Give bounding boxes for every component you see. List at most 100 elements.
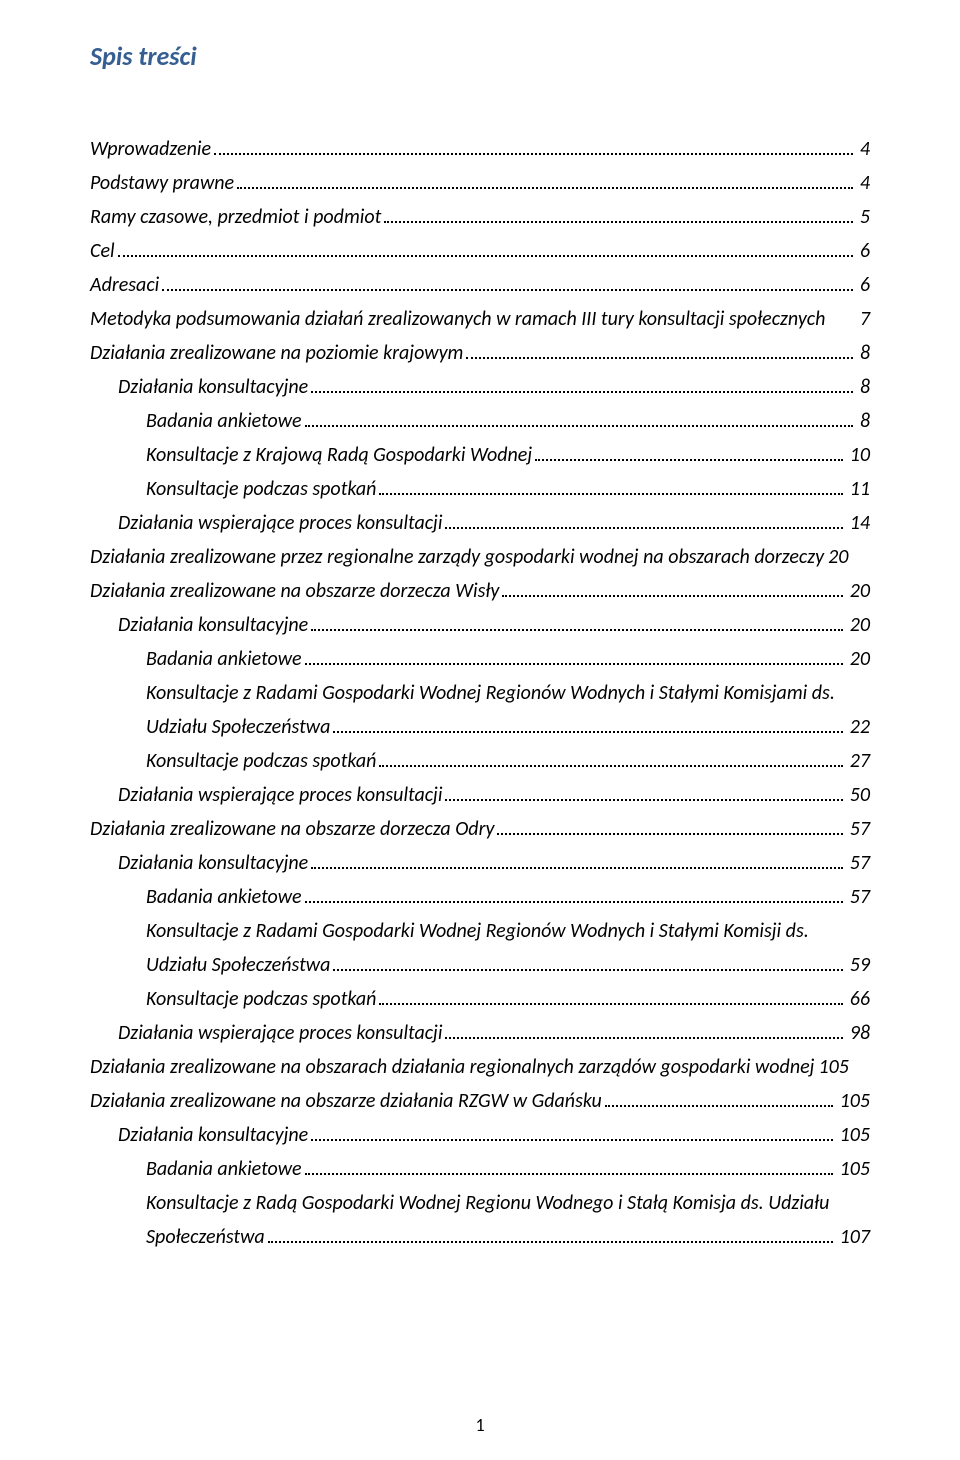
- toc-leader: [535, 441, 843, 461]
- toc-entry[interactable]: Badania ankietowe 20: [146, 642, 870, 676]
- toc-entry[interactable]: Cel 6: [90, 234, 870, 268]
- toc-entry[interactable]: Wprowadzenie 4: [90, 132, 870, 166]
- toc-page: 59: [846, 948, 870, 982]
- toc-page: 105: [814, 1050, 848, 1084]
- toc-entry[interactable]: Podstawy prawne 4: [90, 166, 870, 200]
- toc-page: 20: [824, 540, 848, 574]
- toc-entry[interactable]: Konsultacje podczas spotkań 27: [146, 744, 870, 778]
- toc-page: 20: [846, 642, 870, 676]
- toc-label: Konsultacje podczas spotkań: [146, 472, 376, 506]
- toc-label: Wprowadzenie: [90, 132, 211, 166]
- toc-leader: [311, 849, 843, 869]
- toc-entry[interactable]: Badania ankietowe 105: [146, 1152, 870, 1186]
- toc-page: 57: [846, 812, 870, 846]
- toc-entry[interactable]: Konsultacje z Radami Gospodarki Wodnej R…: [146, 914, 870, 982]
- toc-page: 27: [846, 744, 870, 778]
- toc-label: Konsultacje z Krajową Radą Gospodarki Wo…: [146, 438, 532, 472]
- toc-entry[interactable]: Konsultacje z Krajową Radą Gospodarki Wo…: [146, 438, 870, 472]
- toc-page: 4: [856, 132, 870, 166]
- toc-leader: [466, 339, 853, 359]
- toc-page: 20: [846, 574, 870, 608]
- toc-page: 7: [856, 302, 870, 336]
- toc-label: Konsultacje z Radą Gospodarki Wodnej Reg…: [146, 1186, 870, 1220]
- toc-entry[interactable]: Działania zrealizowane na poziomie krajo…: [90, 336, 870, 370]
- toc-page: 107: [836, 1220, 870, 1254]
- toc-page: 50: [846, 778, 870, 812]
- toc-label: Badania ankietowe: [146, 880, 302, 914]
- toc-entry[interactable]: Działania konsultacyjne 20: [118, 608, 870, 642]
- toc-entry[interactable]: Działania zrealizowane na obszarze dorze…: [90, 812, 870, 846]
- toc-label: Działania zrealizowane na obszarach dzia…: [90, 1050, 814, 1084]
- toc-leader: [497, 815, 842, 835]
- toc-page: 8: [856, 336, 870, 370]
- toc-entry[interactable]: Działania konsultacyjne 57: [118, 846, 870, 880]
- toc-page: 57: [846, 846, 870, 880]
- toc-leader: [502, 577, 842, 597]
- toc-label: Cel: [90, 234, 115, 268]
- toc-label: Działania zrealizowane na poziomie krajo…: [90, 336, 463, 370]
- toc-label: Działania konsultacyjne: [118, 370, 308, 404]
- toc-leader: [311, 1121, 832, 1141]
- toc-leader: [311, 373, 853, 393]
- toc-page: 105: [836, 1152, 870, 1186]
- toc-entry[interactable]: Konsultacje podczas spotkań 11: [146, 472, 870, 506]
- toc-entry[interactable]: Adresaci 6: [90, 268, 870, 302]
- toc-entry[interactable]: Konsultacje z Radą Gospodarki Wodnej Reg…: [146, 1186, 870, 1254]
- toc-label: Działania zrealizowane na obszarze dorze…: [90, 574, 499, 608]
- toc-leader: [379, 475, 842, 495]
- toc-leader: [311, 611, 843, 631]
- toc-entry[interactable]: Działania konsultacyjne 105: [118, 1118, 870, 1152]
- document-page: Spis treści Wprowadzenie 4 Podstawy praw…: [0, 0, 960, 1460]
- toc-page: 105: [836, 1084, 870, 1118]
- toc-leader: [445, 509, 842, 529]
- toc-entry[interactable]: Działania zrealizowane przez regionalne …: [90, 540, 870, 574]
- toc-leader: [162, 271, 853, 291]
- toc-page: 8: [856, 404, 870, 438]
- toc-page: 20: [846, 608, 870, 642]
- toc-label: Podstawy prawne: [90, 166, 234, 200]
- toc-entry[interactable]: Działania wspierające proces konsultacji…: [118, 506, 870, 540]
- toc-label: Badania ankietowe: [146, 1152, 302, 1186]
- toc-entry[interactable]: Działania zrealizowane na obszarze dział…: [90, 1084, 870, 1118]
- toc-label: Działania konsultacyjne: [118, 608, 308, 642]
- toc-label: Metodyka podsumowania działań zrealizowa…: [90, 302, 825, 336]
- toc-label: Ramy czasowe, przedmiot i podmiot: [90, 200, 381, 234]
- toc-leader: [445, 1019, 842, 1039]
- toc-entry[interactable]: Ramy czasowe, przedmiot i podmiot 5: [90, 200, 870, 234]
- toc-entry[interactable]: Badania ankietowe 57: [146, 880, 870, 914]
- toc-entry[interactable]: Konsultacje podczas spotkań 66: [146, 982, 870, 1016]
- toc-page: 5: [856, 200, 870, 234]
- toc-leader: [118, 237, 853, 257]
- toc-leader: [214, 135, 853, 155]
- toc-label-cont: Udziału Społeczeństwa: [146, 710, 330, 744]
- toc-entry[interactable]: Działania konsultacyjne 8: [118, 370, 870, 404]
- toc-label: Badania ankietowe: [146, 642, 302, 676]
- toc-label: Działania konsultacyjne: [118, 846, 308, 880]
- toc-leader: [384, 203, 853, 223]
- toc-leader: [333, 951, 842, 971]
- toc-label: Działania zrealizowane na obszarze dorze…: [90, 812, 494, 846]
- toc-page: 105: [836, 1118, 870, 1152]
- toc-label: Działania zrealizowane przez regionalne …: [90, 540, 824, 574]
- toc-entry[interactable]: Metodyka podsumowania działań zrealizowa…: [90, 302, 870, 336]
- toc-heading: Spis treści: [90, 40, 870, 72]
- toc-label: Konsultacje z Radami Gospodarki Wodnej R…: [146, 914, 870, 948]
- toc-entry[interactable]: Badania ankietowe 8: [146, 404, 870, 438]
- toc-page: 6: [856, 268, 870, 302]
- page-number: 1: [0, 1414, 960, 1436]
- toc-label-cont: Udziału Społeczeństwa: [146, 948, 330, 982]
- toc-leader: [333, 713, 842, 733]
- toc-label: Konsultacje podczas spotkań: [146, 982, 376, 1016]
- toc-entry[interactable]: Działania zrealizowane na obszarach dzia…: [90, 1050, 870, 1084]
- toc-page: 66: [846, 982, 870, 1016]
- toc-entry[interactable]: Działania wspierające proces konsultacji…: [118, 778, 870, 812]
- toc-leader: [305, 407, 853, 427]
- toc-entry[interactable]: Działania wspierające proces konsultacji…: [118, 1016, 870, 1050]
- toc-leader: [605, 1087, 833, 1107]
- toc-page: 6: [856, 234, 870, 268]
- toc-label: Działania wspierające proces konsultacji: [118, 506, 442, 540]
- toc-leader: [445, 781, 842, 801]
- toc-entry[interactable]: Działania zrealizowane na obszarze dorze…: [90, 574, 870, 608]
- toc-entry[interactable]: Konsultacje z Radami Gospodarki Wodnej R…: [146, 676, 870, 744]
- toc-leader: [237, 169, 853, 189]
